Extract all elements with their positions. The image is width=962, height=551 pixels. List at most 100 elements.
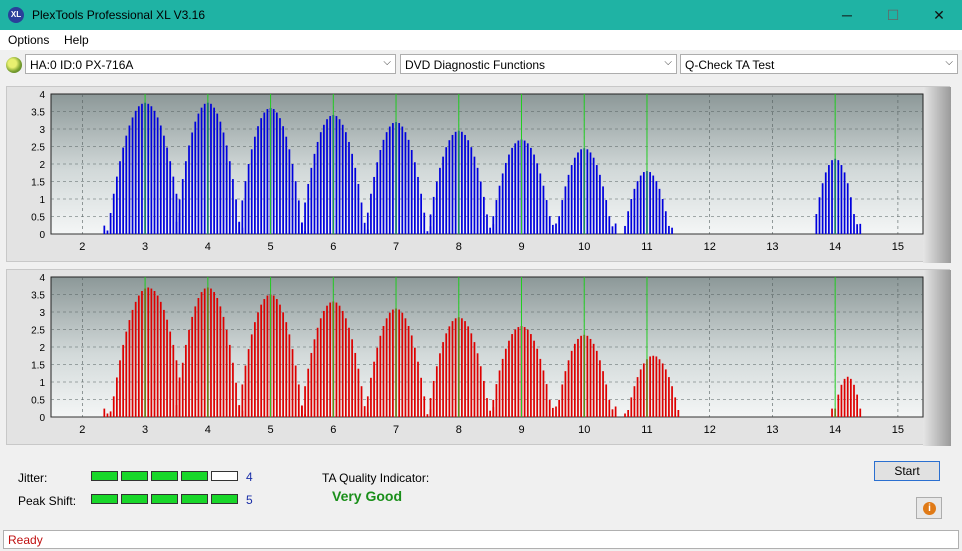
chart-bar bbox=[388, 312, 391, 417]
chart-bar bbox=[263, 299, 266, 417]
chart-bar bbox=[188, 329, 190, 417]
chart-bar bbox=[147, 103, 150, 234]
chart-bar bbox=[504, 162, 507, 234]
chart-bar bbox=[511, 334, 513, 417]
chart-bar bbox=[627, 211, 630, 234]
bottom-chart-panel: 0 0.5 1 1.5 2 2.5 3 3.5 4 2 3 4 5 6 7 8 9 10 11 12 13 14 15 bbox=[6, 269, 951, 446]
chart-bar bbox=[313, 339, 316, 417]
meter-segment bbox=[151, 471, 178, 481]
chart-bar bbox=[316, 327, 319, 417]
chart-bar bbox=[530, 147, 532, 234]
chart-bar bbox=[555, 406, 557, 417]
chart-bar bbox=[586, 335, 589, 417]
info-button[interactable]: i bbox=[916, 497, 942, 519]
chart-bar bbox=[370, 193, 372, 234]
chart-bar bbox=[219, 121, 222, 234]
chart-bar bbox=[636, 181, 639, 234]
chart-bar bbox=[564, 186, 567, 234]
chart-bar bbox=[633, 386, 636, 417]
test-select[interactable]: Q-Check TA Test ⌵ bbox=[680, 54, 958, 74]
status-bar: Ready bbox=[0, 529, 962, 551]
chart-bar bbox=[254, 136, 256, 234]
chart-bar bbox=[586, 149, 589, 234]
chart-bar bbox=[178, 382, 181, 417]
chart-bar bbox=[517, 140, 520, 234]
chart-bar bbox=[473, 342, 476, 417]
minimize-button[interactable]: ─ bbox=[842, 7, 852, 23]
chart-bar bbox=[429, 398, 432, 417]
function-select[interactable]: DVD Diagnostic Functions ⌵ bbox=[400, 54, 677, 74]
status-text: Ready bbox=[8, 533, 43, 547]
chart-bar bbox=[840, 384, 843, 417]
drive-select[interactable]: HA:0 ID:0 PX-716A ⌵ bbox=[25, 54, 396, 74]
chart-bar bbox=[476, 353, 479, 417]
chart-bar bbox=[319, 318, 322, 417]
bottom-chart: 0 0.5 1 1.5 2 2.5 3 3.5 4 2 3 4 5 6 7 8 9 10 11 12 13 14 15 bbox=[31, 270, 951, 446]
chart-bar bbox=[185, 161, 187, 234]
app-logo-icon: XL bbox=[8, 7, 24, 23]
jitter-value: 4 bbox=[246, 470, 253, 484]
chart-bar bbox=[467, 326, 470, 417]
chart-bar bbox=[602, 371, 604, 417]
chart-bar bbox=[373, 361, 375, 417]
start-button[interactable]: Start bbox=[874, 461, 940, 481]
chart-bar bbox=[526, 329, 529, 417]
chart-bar bbox=[849, 197, 852, 234]
meter-segment bbox=[181, 471, 208, 481]
chart-bar bbox=[413, 162, 416, 234]
chart-bar bbox=[122, 147, 125, 234]
chart-bar bbox=[511, 147, 513, 234]
menu-help[interactable]: Help bbox=[64, 33, 89, 47]
x-tick-label: 14 bbox=[829, 241, 841, 253]
chart-bar bbox=[360, 386, 363, 417]
chart-bar bbox=[652, 355, 655, 417]
chart-bar bbox=[363, 406, 366, 417]
chart-bar bbox=[119, 161, 121, 234]
chart-bar bbox=[128, 320, 131, 417]
maximize-button[interactable]: ☐ bbox=[886, 7, 900, 23]
chevron-down-icon: ⌵ bbox=[664, 57, 672, 68]
chart-bar bbox=[840, 165, 843, 234]
ta-quality-value: Very Good bbox=[332, 488, 403, 504]
chart-bar bbox=[592, 343, 595, 417]
x-tick-label: 11 bbox=[641, 424, 652, 436]
chart-bar bbox=[567, 360, 570, 417]
chart-bar bbox=[194, 306, 197, 417]
chart-bar bbox=[605, 200, 608, 234]
chart-bar bbox=[210, 103, 212, 234]
chart-bar bbox=[254, 322, 256, 417]
chart-bar bbox=[649, 172, 651, 234]
meter-segment bbox=[91, 471, 118, 481]
x-tick-label: 7 bbox=[393, 424, 399, 436]
chart-bar bbox=[373, 176, 375, 234]
chart-bar bbox=[589, 338, 592, 417]
chart-bar bbox=[655, 181, 658, 234]
x-tick-label: 9 bbox=[518, 241, 524, 253]
chart-bar bbox=[611, 226, 614, 234]
chart-bar bbox=[404, 318, 407, 417]
chart-bar bbox=[545, 200, 548, 234]
chart-bar bbox=[385, 318, 388, 417]
chart-bar bbox=[859, 223, 862, 234]
plot-area bbox=[50, 93, 924, 235]
chart-bar bbox=[595, 350, 598, 417]
chart-bar bbox=[326, 305, 328, 417]
close-button[interactable]: ✕ bbox=[933, 7, 945, 23]
menu-options[interactable]: Options bbox=[8, 33, 50, 47]
chart-bar bbox=[272, 295, 275, 417]
y-tick-label: 2.5 bbox=[31, 326, 45, 337]
chart-bar bbox=[442, 342, 444, 417]
chart-bar bbox=[222, 132, 225, 234]
chart-bar bbox=[451, 321, 454, 417]
chart-bar bbox=[448, 140, 451, 234]
chart-bar bbox=[376, 162, 379, 234]
chart-bar bbox=[301, 222, 303, 234]
chart-bar bbox=[479, 181, 482, 234]
chart-bar bbox=[272, 109, 275, 234]
chart-bar bbox=[853, 384, 855, 417]
chart-bar bbox=[116, 176, 118, 234]
chart-bar bbox=[392, 309, 394, 417]
chart-bar bbox=[376, 347, 379, 417]
chart-bar bbox=[385, 132, 388, 234]
chart-bar bbox=[392, 123, 394, 234]
